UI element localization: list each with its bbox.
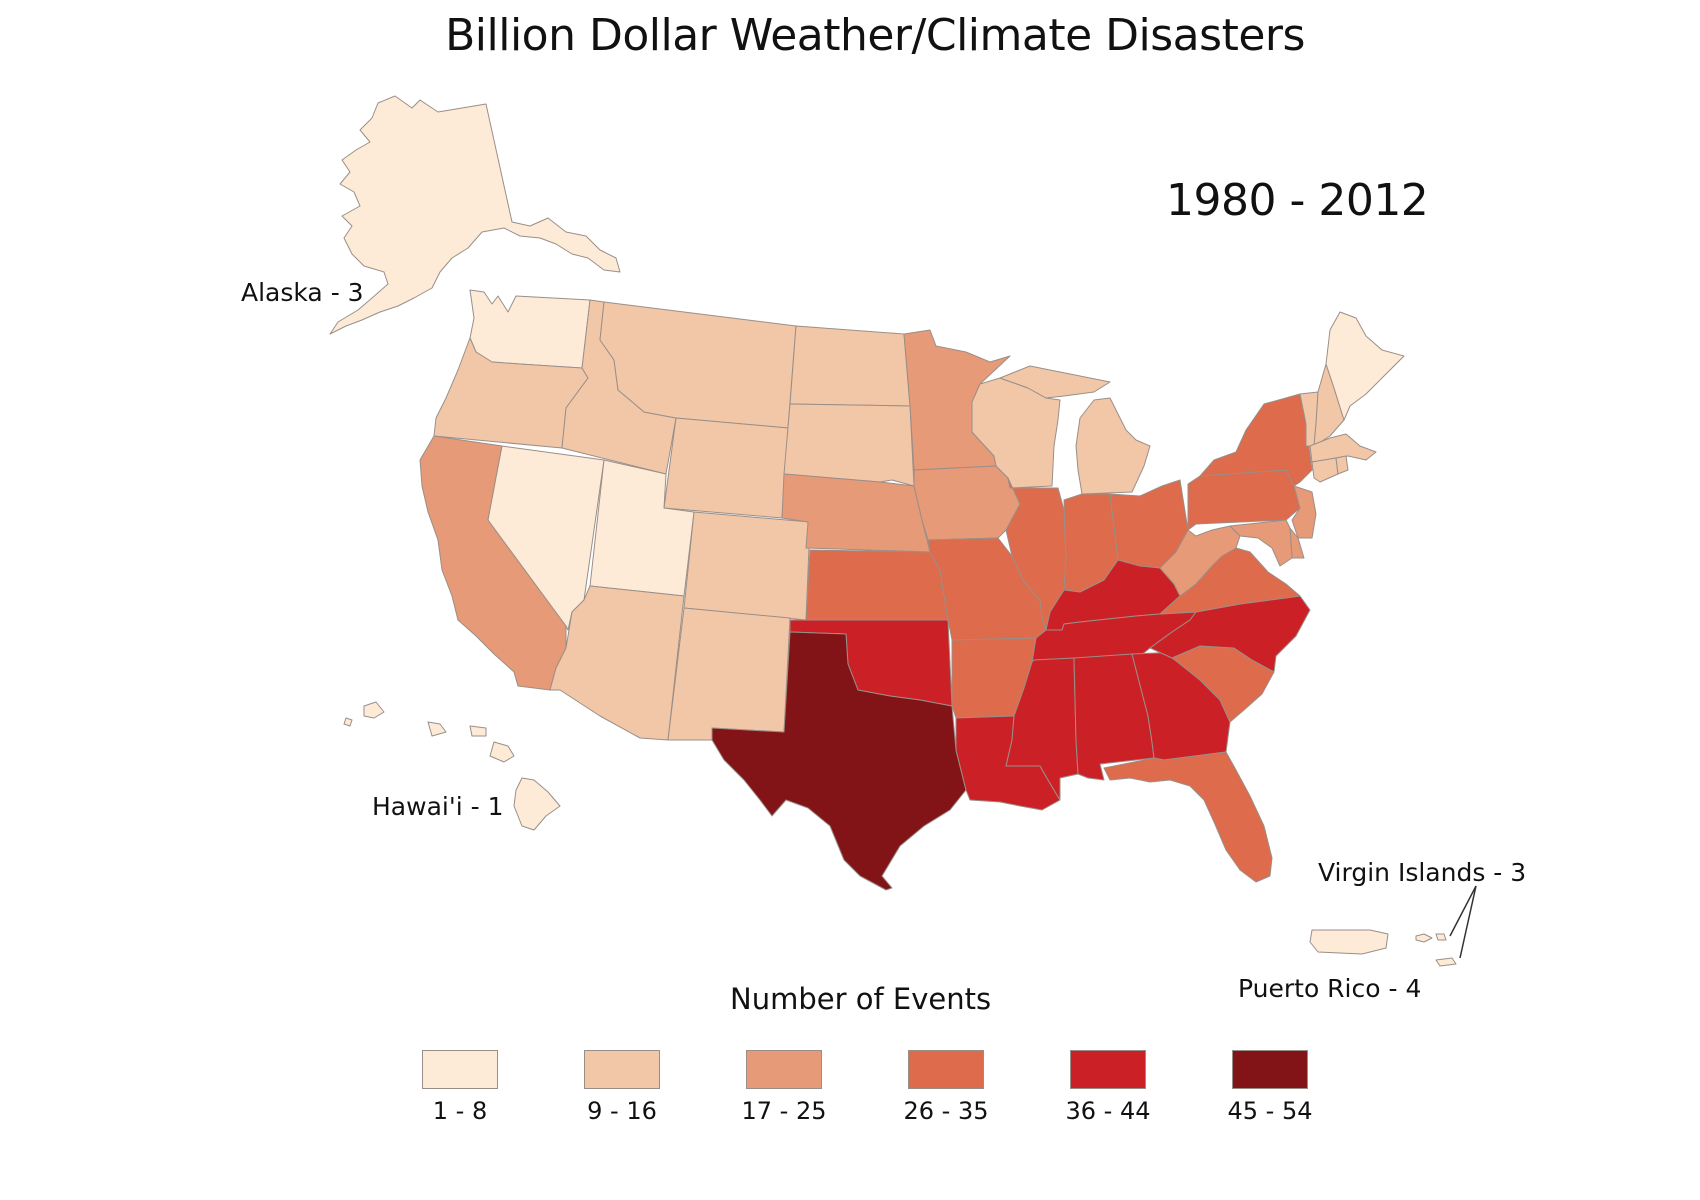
state-CT[interactable] xyxy=(1311,457,1339,483)
state-WA[interactable] xyxy=(469,289,591,369)
state-ND[interactable] xyxy=(789,325,911,407)
state-NM[interactable] xyxy=(667,607,791,741)
state-SD[interactable] xyxy=(783,403,915,487)
map-title: Billion Dollar Weather/Climate Disasters xyxy=(445,10,1305,61)
legend-swatch-17-25 xyxy=(746,1050,822,1089)
state-AK[interactable] xyxy=(329,95,621,335)
alaska-callout: Alaska - 3 xyxy=(241,278,364,307)
state-VI[interactable] xyxy=(1415,933,1457,967)
state-NJ[interactable] xyxy=(1291,485,1317,539)
state-TX[interactable] xyxy=(711,631,967,891)
virgin-islands-callout: Virgin Islands - 3 xyxy=(1318,858,1527,887)
state-ME[interactable] xyxy=(1325,311,1405,421)
state-CO[interactable] xyxy=(683,511,811,621)
legend-swatch-1-8 xyxy=(422,1050,498,1089)
legend-label-36-44: 36 - 44 xyxy=(1065,1097,1151,1125)
legend-label-17-25: 17 - 25 xyxy=(741,1097,827,1125)
state-IA[interactable] xyxy=(913,465,1021,541)
state-RI[interactable] xyxy=(1335,455,1349,475)
period-label: 1980 - 2012 xyxy=(1166,175,1429,226)
state-NY[interactable] xyxy=(1199,393,1313,487)
state-PR[interactable] xyxy=(1309,929,1389,955)
state-WV[interactable] xyxy=(1159,525,1241,597)
state-FL[interactable] xyxy=(1103,751,1273,883)
state-MI[interactable] xyxy=(999,365,1151,495)
legend-label-45-54: 45 - 54 xyxy=(1227,1097,1313,1125)
legend-swatch-26-35 xyxy=(908,1050,984,1089)
legend-label-9-16: 9 - 16 xyxy=(587,1097,657,1125)
puerto-rico-callout: Puerto Rico - 4 xyxy=(1238,974,1422,1003)
legend-label-26-35: 26 - 35 xyxy=(903,1097,989,1125)
legend-swatch-36-44 xyxy=(1070,1050,1146,1089)
virgin-islands-leader-line-2 xyxy=(1459,885,1477,959)
state-MD[interactable] xyxy=(1229,519,1293,567)
legend-swatch-9-16 xyxy=(584,1050,660,1089)
legend-swatch-45-54 xyxy=(1232,1050,1308,1089)
state-KS[interactable] xyxy=(805,549,949,621)
state-WY[interactable] xyxy=(663,417,789,519)
state-HI[interactable] xyxy=(343,701,561,831)
state-NC[interactable] xyxy=(1149,595,1311,673)
hawaii-callout: Hawai'i - 1 xyxy=(372,792,504,821)
virgin-islands-leader-line xyxy=(1449,885,1477,937)
legend-title: Number of Events xyxy=(730,982,992,1016)
legend-label-1-8: 1 - 8 xyxy=(432,1097,488,1125)
